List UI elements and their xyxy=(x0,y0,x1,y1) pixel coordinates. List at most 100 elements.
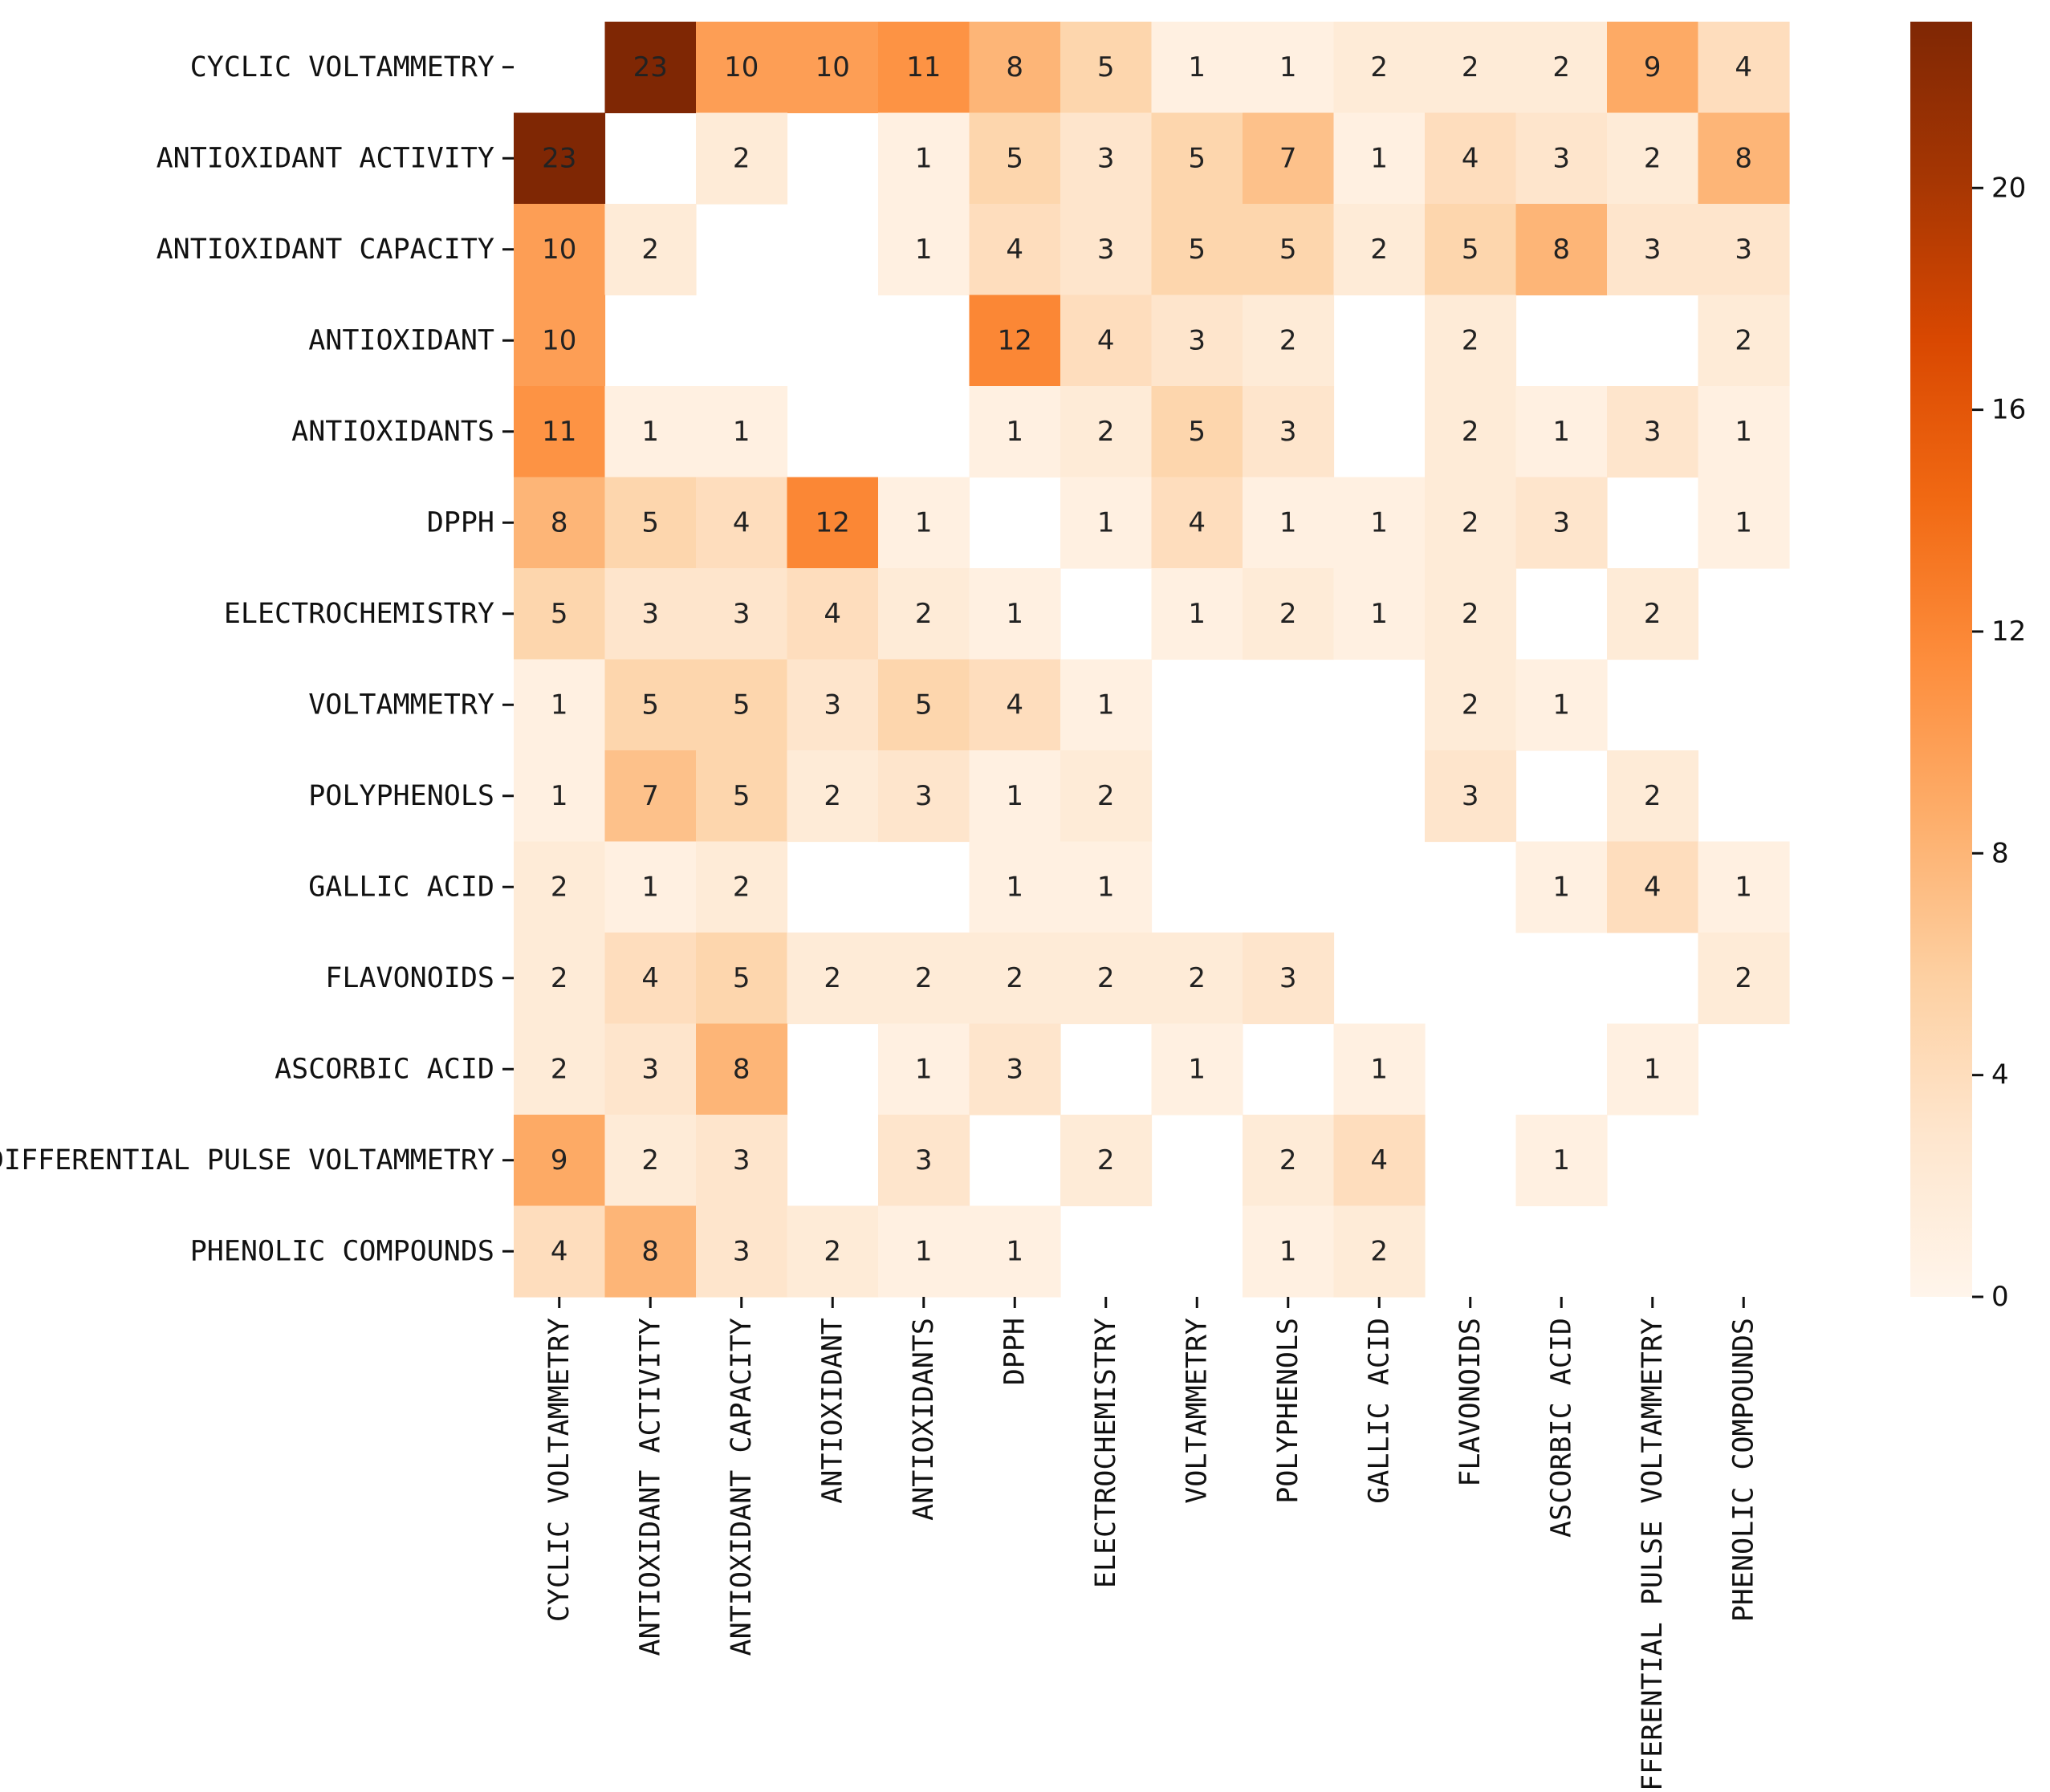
row-tick-label: GALLIC ACID xyxy=(308,871,494,903)
cell-value-label: 1 xyxy=(1370,506,1388,538)
heatmap-cell xyxy=(878,933,970,1025)
cell-value-label: 3 xyxy=(915,780,933,812)
column-tick-label: CYCLIC VOLTAMMETRY xyxy=(543,1318,576,1622)
column-tick-label: FLAVONOIDS xyxy=(1454,1318,1487,1487)
cell-value-label: 1 xyxy=(641,871,659,903)
cell-value-label: 1 xyxy=(1279,506,1297,538)
heatmap-cell xyxy=(1425,477,1517,569)
heatmap-cell xyxy=(1060,295,1153,387)
cell-value-label: 1 xyxy=(1006,871,1023,903)
heatmap-cell xyxy=(1151,112,1243,205)
column-tick-label: VOLTAMMETRY xyxy=(1181,1318,1213,1504)
cell-value-label: 1 xyxy=(551,780,568,812)
cell-value-label: 5 xyxy=(641,506,659,538)
heatmap-cell xyxy=(1151,568,1243,660)
heatmap-cell xyxy=(514,750,606,843)
heatmap-cell xyxy=(1698,477,1790,569)
heatmap-cell xyxy=(1060,841,1153,933)
heatmap-cell xyxy=(1698,841,1790,933)
cell-value-label: 1 xyxy=(915,234,933,266)
cell-value-label: 1 xyxy=(641,416,659,448)
cell-value-label: 4 xyxy=(1644,871,1662,903)
colorbar-tick-label: 8 xyxy=(1991,837,2009,869)
cell-value-label: 3 xyxy=(1462,780,1479,812)
heatmap-cell xyxy=(604,1115,697,1207)
heatmap-cell xyxy=(878,750,970,843)
heatmap-cell xyxy=(878,1115,970,1207)
colorbar-tick-label: 20 xyxy=(1991,172,2026,204)
heatmap-cell xyxy=(1060,750,1153,843)
cell-value-label: 10 xyxy=(816,51,850,83)
cell-value-label: 2 xyxy=(915,598,933,630)
heatmap-cell xyxy=(1151,933,1243,1025)
cell-value-label: 8 xyxy=(1006,51,1023,83)
cell-value-label: 3 xyxy=(1644,234,1662,266)
heatmap-cell xyxy=(1151,204,1243,296)
column-tick-label: POLYPHENOLS xyxy=(1272,1318,1304,1504)
heatmap-cell xyxy=(878,659,970,751)
cell-value-label: 2 xyxy=(824,962,841,994)
cell-value-label: 5 xyxy=(1279,234,1297,266)
row-tick-label: POLYPHENOLS xyxy=(308,780,494,812)
cell-value-label: 3 xyxy=(1097,234,1115,266)
heatmap-cell xyxy=(1243,477,1335,569)
heatmap-cell xyxy=(1425,386,1517,478)
heatmap-cell xyxy=(787,22,879,114)
cell-value-label: 3 xyxy=(641,1053,659,1085)
heatmap-cell xyxy=(1243,386,1335,478)
heatmap-cell xyxy=(787,477,879,569)
heatmap-cell xyxy=(878,112,970,205)
cell-value-label: 2 xyxy=(1279,324,1297,356)
row-tick-label: PHENOLIC COMPOUNDS xyxy=(190,1235,494,1267)
cell-value-label: 3 xyxy=(1188,324,1206,356)
cell-value-label: 3 xyxy=(733,1144,750,1176)
heatmap-cell xyxy=(696,112,788,205)
heatmap-cell xyxy=(604,386,697,478)
cell-value-label: 2 xyxy=(551,1053,568,1085)
cell-value-label: 3 xyxy=(1552,142,1570,174)
heatmap-cell xyxy=(696,841,788,933)
colorbar: 0 4 8 12 16 20 xyxy=(1910,22,2026,1313)
heatmap-cell xyxy=(1243,204,1335,296)
cell-value-label: 1 xyxy=(1370,142,1388,174)
heatmap-cell xyxy=(1698,112,1790,205)
column-tick-label: ANTIOXIDANT CAPACITY xyxy=(726,1318,758,1656)
cell-value-label: 2 xyxy=(1644,780,1662,812)
cell-value-label: 11 xyxy=(542,416,576,448)
heatmap-cell xyxy=(1607,112,1699,205)
heatmap-cell xyxy=(1060,112,1153,205)
cell-value-label: 5 xyxy=(1188,416,1206,448)
heatmap-cell xyxy=(787,659,879,751)
heatmap-cell xyxy=(969,295,1061,387)
heatmap-cell xyxy=(1515,659,1608,751)
row-tick-label: ANTIOXIDANT ACTIVITY xyxy=(157,142,494,174)
cell-value-label: 1 xyxy=(1279,51,1297,83)
heatmap-cell xyxy=(969,841,1061,933)
heatmap-cell xyxy=(1515,386,1608,478)
cell-value-label: 2 xyxy=(824,780,841,812)
heatmap-cell xyxy=(514,295,606,387)
heatmap-cell xyxy=(1698,386,1790,478)
heatmap-cell xyxy=(1151,1023,1243,1115)
heatmap-cell xyxy=(696,386,788,478)
heatmap-cell xyxy=(1607,568,1699,660)
cell-value-label: 3 xyxy=(641,598,659,630)
cell-value-label: 10 xyxy=(724,51,759,83)
row-tick-label: CYCLIC VOLTAMMETRY xyxy=(190,51,494,83)
cell-value-label: 9 xyxy=(1644,51,1662,83)
cell-value-label: 4 xyxy=(1735,51,1752,83)
heatmap-cell xyxy=(604,659,697,751)
heatmap-cell xyxy=(1698,204,1790,296)
heatmap-cell xyxy=(969,112,1061,205)
cell-value-label: 2 xyxy=(641,234,659,266)
cell-value-label: 2 xyxy=(1370,234,1388,266)
heatmap-cell xyxy=(604,750,697,843)
cell-value-label: 4 xyxy=(1188,506,1206,538)
heatmap-cell xyxy=(696,1023,788,1115)
heatmap-cell xyxy=(1243,568,1335,660)
heatmap-cell xyxy=(1425,568,1517,660)
cell-value-label: 5 xyxy=(733,689,750,721)
cell-value-label: 2 xyxy=(1462,598,1479,630)
heatmap-cells xyxy=(514,22,1790,1298)
heatmap-cell xyxy=(1607,750,1699,843)
